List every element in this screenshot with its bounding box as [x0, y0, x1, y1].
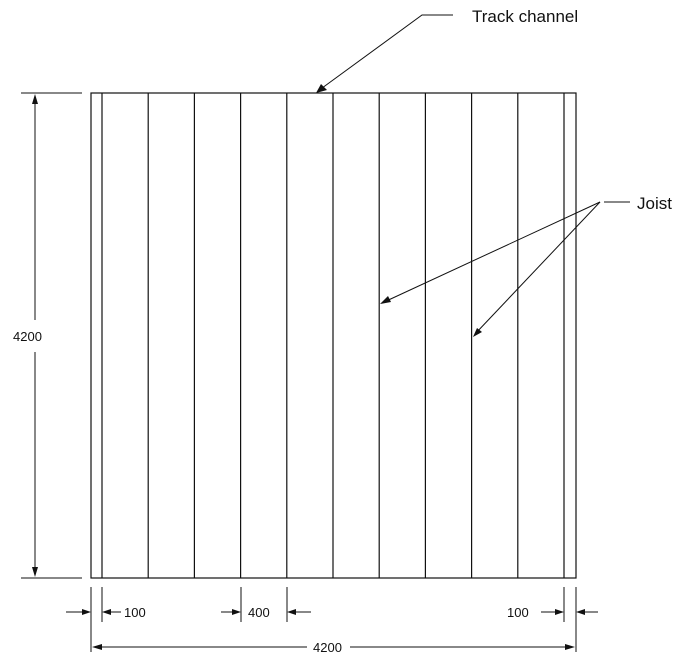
edge-dimension-right: 100 [507, 605, 529, 620]
edge-dimension-left: 100 [124, 605, 146, 620]
track-channel-callout: Track channel [316, 7, 578, 93]
joist-spacing-dimensions: 100 400 100 4200 [66, 587, 598, 655]
joist-spacing-dimension: 400 [248, 605, 270, 620]
height-dimension-label: 4200 [13, 329, 42, 344]
track-channel-label: Track channel [472, 7, 578, 26]
joist-lines [101, 93, 565, 578]
width-dimension-label: 4200 [313, 640, 342, 655]
joist-callout: Joist [380, 194, 672, 337]
height-dimension: 4200 [13, 92, 82, 579]
joist-label: Joist [637, 194, 672, 213]
